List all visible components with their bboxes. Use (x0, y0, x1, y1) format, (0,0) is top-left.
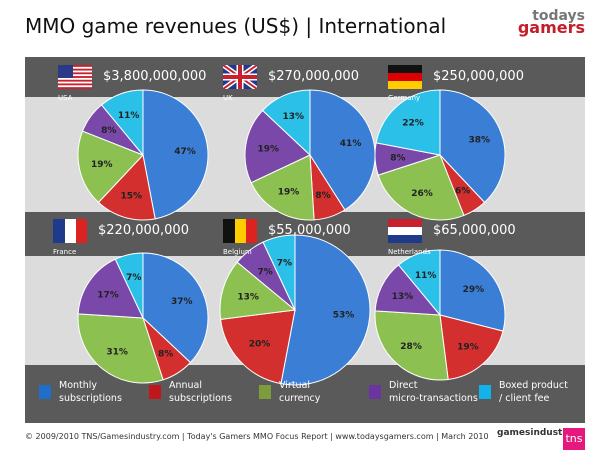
pie-slice-germany (439, 89, 506, 204)
legend-swatch (149, 385, 161, 399)
data-label: 47% (174, 147, 196, 157)
data-label: 7% (277, 258, 292, 268)
revenue-total: $250,000,000 (433, 69, 524, 84)
pie-slice-france (77, 313, 164, 384)
data-label: 15% (120, 192, 142, 202)
pie-slice-belgium (220, 309, 296, 385)
pie-slice-netherlands (397, 249, 441, 317)
data-label: 8% (158, 350, 173, 360)
legend-swatch (259, 385, 271, 399)
legend-label: Monthly subscriptions (59, 380, 122, 404)
todaysgamers-logo: todays gamers (517, 8, 585, 37)
usa-flag-icon (58, 65, 92, 89)
data-label: 38% (469, 135, 491, 145)
revenue-total: $270,000,000 (268, 69, 359, 84)
chart-panel: 47% 15% 19% 8% 11% 41% 8% 19% 19% 13% 38% 6% 26% 8% 22… (25, 57, 585, 423)
data-label: 13% (392, 292, 414, 302)
pie-slice-belgium (219, 261, 297, 320)
legend-swatch (39, 385, 51, 399)
pie-slice-usa (142, 89, 209, 220)
pie-slice-france (114, 252, 144, 319)
data-label: 22% (402, 118, 424, 128)
pie-slice-france (142, 252, 209, 364)
data-label: 19% (257, 144, 279, 154)
country-name: USA (58, 94, 73, 102)
data-label: 19% (457, 343, 479, 353)
legend-label: Direct micro-transactions (389, 380, 478, 404)
data-label: 7% (257, 267, 272, 277)
data-label: 6% (455, 187, 470, 197)
data-label: 19% (91, 160, 113, 170)
page-title: MMO game revenues (US$) | International (25, 14, 447, 38)
data-label: 20% (249, 339, 271, 349)
country-name: Netherlands (388, 248, 431, 256)
country-name: UK (223, 94, 233, 102)
data-label: 41% (340, 139, 362, 149)
footer-text: © 2009/2010 TNS/Gamesindustry.com | Toda… (25, 432, 489, 441)
country-name: Belgium (223, 248, 252, 256)
legend-swatch (479, 385, 491, 399)
gamesindustry-logo: gamesindustry (497, 428, 573, 438)
data-label: 11% (415, 271, 437, 281)
pie-slice-uk (261, 89, 311, 157)
data-label: 19% (278, 187, 300, 197)
country-name: France (53, 248, 77, 256)
pie-charts: 47%15%19%8%11%41%8%19%19%13%38%6%26%8%22… (77, 89, 506, 386)
data-label: 7% (126, 273, 141, 283)
data-label: 26% (411, 189, 433, 199)
data-label: 29% (463, 285, 485, 295)
netherlands-flag-icon (388, 219, 422, 243)
legend-label: Annual subscriptions (169, 380, 232, 404)
data-label: 31% (106, 347, 128, 357)
data-label: 13% (282, 112, 304, 122)
revenue-total: $55,000,000 (268, 223, 351, 238)
revenue-total: $65,000,000 (433, 223, 516, 238)
legend-label: Virtual currency (279, 380, 321, 404)
pie-slice-usa (97, 153, 156, 221)
pie-slice-netherlands (374, 310, 449, 381)
pie-slice-uk (244, 109, 311, 184)
data-label: 28% (400, 342, 422, 352)
data-label: 53% (333, 311, 355, 321)
data-label: 17% (97, 290, 119, 300)
pie-slice-germany (377, 154, 465, 221)
data-label: 13% (237, 292, 259, 302)
pie-slice-netherlands (439, 249, 506, 332)
data-label: 8% (101, 126, 116, 136)
country-name: Germany (388, 94, 421, 102)
data-label: 11% (118, 111, 140, 121)
belgium-flag-icon (223, 219, 257, 243)
pie-slice-germany (375, 89, 441, 156)
pie-slice-france (77, 258, 144, 319)
pie-slice-belgium (280, 234, 371, 386)
data-label: 8% (390, 154, 405, 164)
pie-slice-uk (250, 154, 315, 221)
uk-flag-icon (223, 65, 257, 89)
france-flag-icon (53, 219, 87, 243)
tns-logo: tns (563, 428, 585, 450)
data-label: 37% (171, 297, 193, 307)
pie-slice-usa (100, 89, 144, 157)
revenue-total: $220,000,000 (98, 223, 189, 238)
legend-label: Boxed product / client fee (499, 380, 568, 404)
pie-slice-belgium (262, 234, 296, 311)
germany-flag-icon (388, 65, 422, 89)
revenue-total: $3,800,000,000 (103, 69, 207, 84)
data-label: 8% (315, 191, 330, 201)
pie-slice-netherlands (439, 314, 504, 381)
legend-swatch (369, 385, 381, 399)
